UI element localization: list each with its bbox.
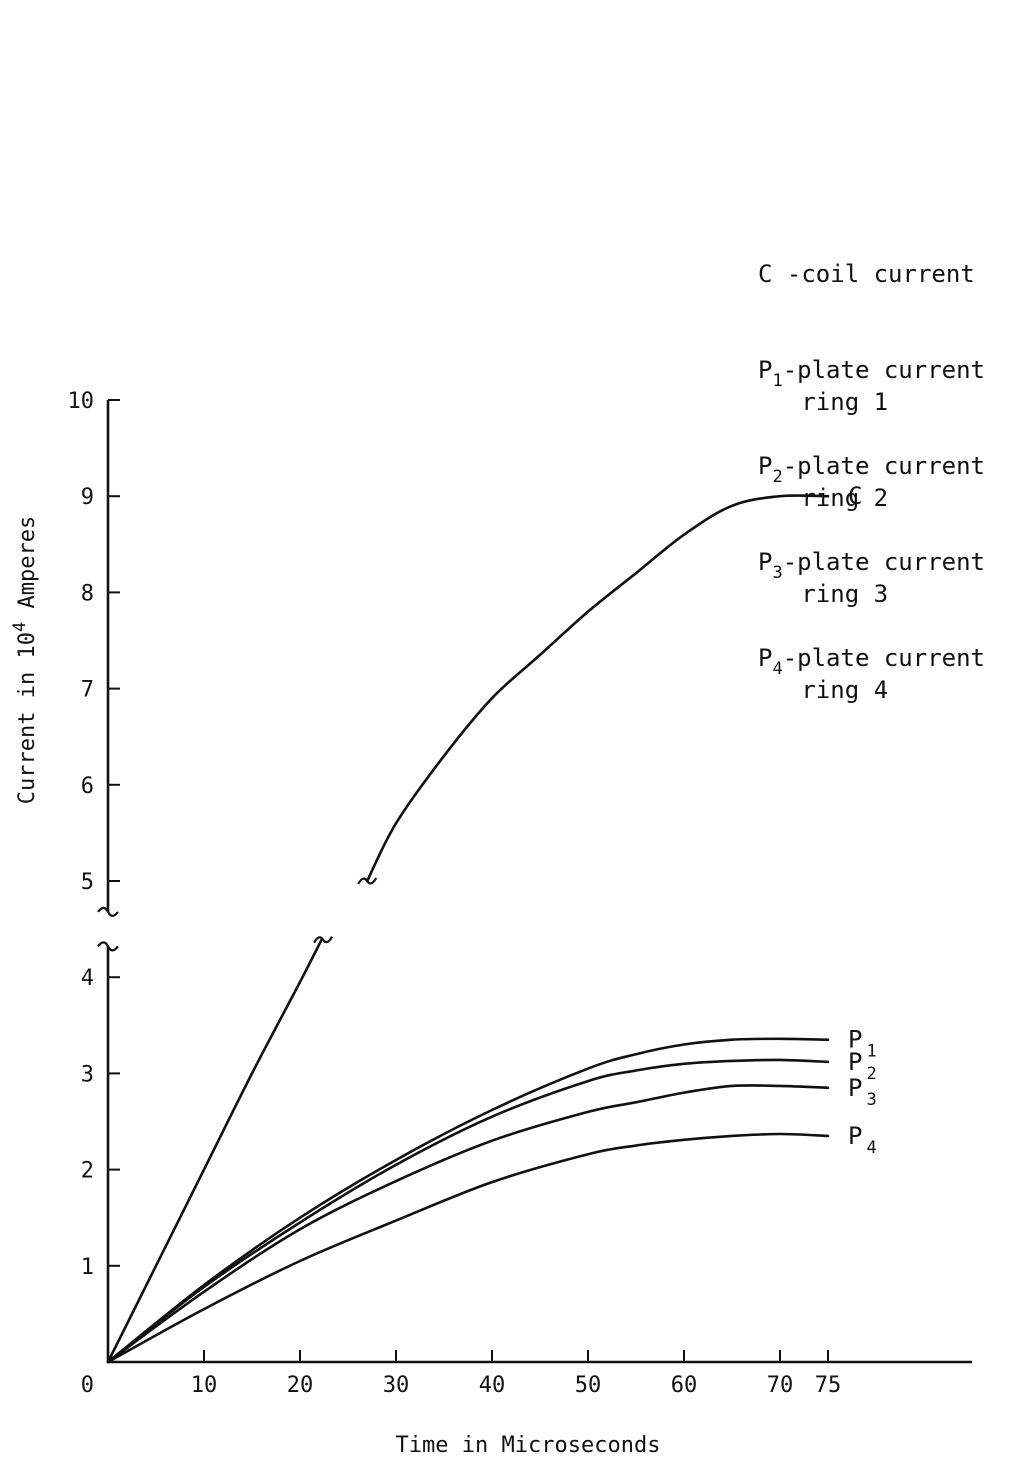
series-line-p4-segment-1: [106, 1132, 830, 1364]
series-labels: C P 1P 2P 3 P 4: [848, 482, 877, 1158]
legend-entry-3-line-1: P2-plate current: [758, 452, 985, 487]
series-line-c-segment-2: [365, 494, 830, 883]
legend-entry-4-line-2: ring 3: [758, 580, 888, 608]
series-label-c: C: [848, 482, 862, 510]
y-tick-label: 3: [81, 1062, 94, 1087]
y-tick-label: 1: [81, 1255, 94, 1280]
series-line-c-segment-1: [106, 937, 324, 1364]
y-tick-label: 5: [81, 870, 94, 895]
x-tick-label: 60: [671, 1373, 698, 1398]
series-line-p1-segment-1: [106, 1037, 830, 1364]
series-break-c-start: [357, 877, 378, 885]
y-axis-title-sup: 4: [10, 622, 30, 632]
y-tick-label: 9: [81, 485, 94, 510]
x-tick-label: 30: [383, 1373, 410, 1398]
legend-entry-3-line-2: ring 2: [758, 484, 888, 512]
legend-entry-4-line-1: P3-plate current: [758, 548, 985, 583]
series-curves: [106, 494, 830, 1364]
series-line-p3-segment-1: [106, 1084, 830, 1364]
y-axis-title: Current in 104 Amperes: [10, 516, 40, 804]
legend-entry-1-line-1: C -coil current: [758, 260, 975, 288]
y-tick-label: 10: [68, 389, 95, 414]
x-tick-label: 20: [287, 1373, 314, 1398]
y-tick-label: 6: [81, 774, 94, 799]
series-break-c-end: [313, 936, 334, 944]
x-tick-label: 70: [767, 1373, 794, 1398]
origin-label: 0: [81, 1373, 94, 1398]
y-tick-label: 4: [81, 966, 94, 991]
x-tick-label: 50: [575, 1373, 602, 1398]
series-line-p2-segment-1: [106, 1058, 830, 1364]
y-tick-label: 2: [81, 1159, 94, 1184]
tick-marks: [108, 399, 829, 1362]
x-axis-title: Time in Microseconds: [396, 1433, 661, 1458]
x-tick-label: 75: [815, 1373, 842, 1398]
legend: C -coil current P1-plate current ring 1 P2…: [758, 260, 985, 704]
y-axis-break-lower: [97, 941, 119, 952]
y-axis-title-pre: Current in 10: [15, 632, 40, 804]
x-tick-label: 10: [191, 1373, 218, 1398]
legend-entry-2-line-1: P1-plate current: [758, 356, 985, 391]
legend-entry-2-line-2: ring 1: [758, 388, 888, 416]
tick-labels: 1 2 3 4 5 6 7 8 9 10 10 20 30 40 50 60 70 75 0: [68, 389, 842, 1398]
legend-entry-5-line-1: P4-plate current: [758, 644, 985, 679]
y-axis-title-post: Amperes: [15, 516, 40, 622]
y-axis-break-upper: [97, 906, 119, 917]
y-tick-label: 7: [81, 678, 94, 703]
legend-entry-5-line-2: ring 4: [758, 676, 888, 704]
y-tick-label: 8: [81, 581, 94, 606]
x-tick-label: 40: [479, 1373, 506, 1398]
axes: [97, 400, 972, 1364]
